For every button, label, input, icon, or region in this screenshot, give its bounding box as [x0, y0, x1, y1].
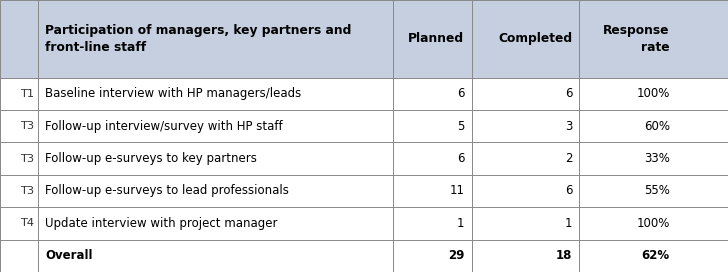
- Text: 33%: 33%: [644, 152, 670, 165]
- Text: 6: 6: [565, 87, 572, 100]
- Bar: [0, 240, 728, 272]
- Text: T4: T4: [20, 218, 34, 228]
- Text: 3: 3: [565, 120, 572, 133]
- Text: Follow-up interview/survey with HP staff: Follow-up interview/survey with HP staff: [45, 120, 282, 133]
- Text: T3: T3: [20, 154, 34, 163]
- Text: Update interview with project manager: Update interview with project manager: [45, 217, 277, 230]
- Bar: [0, 207, 728, 240]
- Text: 2: 2: [565, 152, 572, 165]
- Bar: [0, 175, 728, 207]
- Text: 100%: 100%: [636, 87, 670, 100]
- Bar: [0, 110, 728, 142]
- Text: 29: 29: [448, 249, 464, 262]
- Text: Completed: Completed: [498, 32, 572, 45]
- Text: 62%: 62%: [641, 249, 670, 262]
- Text: T1: T1: [20, 89, 34, 99]
- Text: 60%: 60%: [644, 120, 670, 133]
- Text: Follow-up e-surveys to key partners: Follow-up e-surveys to key partners: [45, 152, 257, 165]
- Text: T3: T3: [20, 186, 34, 196]
- Text: 1: 1: [565, 217, 572, 230]
- Text: 1: 1: [457, 217, 464, 230]
- Text: 55%: 55%: [644, 184, 670, 197]
- Text: Response
rate: Response rate: [604, 24, 670, 54]
- Bar: [0, 0, 728, 78]
- Text: Overall: Overall: [45, 249, 92, 262]
- Text: 5: 5: [457, 120, 464, 133]
- Text: Baseline interview with HP managers/leads: Baseline interview with HP managers/lead…: [45, 87, 301, 100]
- Text: Follow-up e-surveys to lead professionals: Follow-up e-surveys to lead professional…: [45, 184, 289, 197]
- Bar: [0, 142, 728, 175]
- Text: T3: T3: [20, 121, 34, 131]
- Text: 6: 6: [457, 152, 464, 165]
- Text: Participation of managers, key partners and
front-line staff: Participation of managers, key partners …: [45, 24, 352, 54]
- Text: 6: 6: [457, 87, 464, 100]
- Text: Planned: Planned: [408, 32, 464, 45]
- Bar: [0, 78, 728, 110]
- Text: 11: 11: [449, 184, 464, 197]
- Text: 6: 6: [565, 184, 572, 197]
- Text: 100%: 100%: [636, 217, 670, 230]
- Text: 18: 18: [556, 249, 572, 262]
